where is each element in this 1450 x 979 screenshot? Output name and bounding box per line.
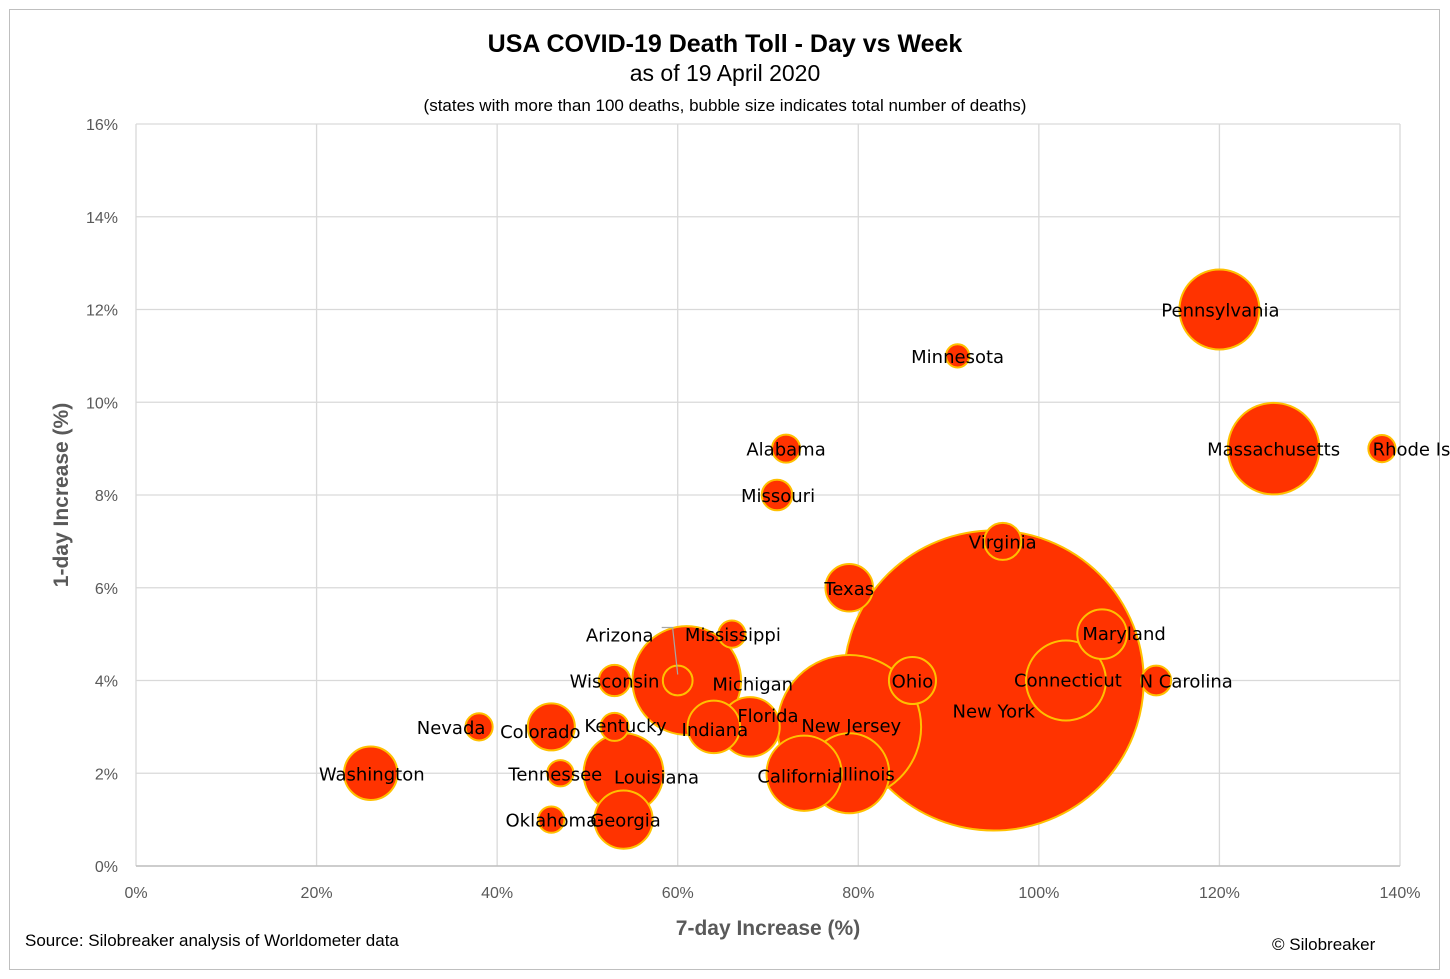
bubbles — [343, 268, 1397, 850]
bubble-rhode-island — [1367, 434, 1397, 464]
bubble-arizona — [661, 664, 694, 697]
label-wisconsin: Wisconsin — [570, 672, 660, 693]
label-michigan: Michigan — [712, 675, 793, 696]
label-illinois: Illinois — [838, 764, 895, 785]
label-louisiana: Louisiana — [614, 767, 699, 788]
x-tick-label: 100% — [1018, 885, 1059, 902]
y-tick-label: 12% — [86, 303, 118, 320]
bubble-tennessee — [546, 759, 575, 788]
label-georgia: Georgia — [590, 811, 661, 832]
bubble-n-carolina — [1140, 664, 1173, 697]
x-tick-label: 60% — [662, 885, 694, 902]
bubble-missouri — [760, 478, 794, 512]
bubble-nevada — [464, 712, 494, 742]
y-tick-label: 2% — [95, 766, 118, 783]
bubble-texas — [824, 562, 875, 613]
bubble-minnesota — [944, 343, 971, 369]
x-tick-label: 140% — [1380, 885, 1421, 902]
label-minnesota: Minnesota — [911, 347, 1004, 368]
x-axis-title: 7-day Increase (%) — [676, 917, 860, 940]
label-washington: Washington — [319, 764, 425, 785]
y-tick-label: 14% — [86, 210, 118, 227]
label-colorado: Colorado — [500, 722, 580, 743]
bubble-pennsylvania — [1178, 268, 1261, 351]
chart-note: (states with more than 100 deaths, bubbl… — [423, 96, 1027, 115]
x-tick-label: 80% — [842, 885, 874, 902]
arizona-leader-line — [661, 626, 679, 675]
y-tick-label: 16% — [86, 117, 118, 134]
bubble-labels: New York New Jersey Michigan Massachusetts P… — [319, 301, 1450, 832]
label-connecticut: Connecticut — [1014, 671, 1122, 692]
y-axis-title: 1-day Increase (%) — [50, 403, 73, 587]
label-virginia: Virginia — [969, 532, 1037, 553]
label-indiana: Indiana — [682, 720, 749, 741]
y-tick-label: 4% — [95, 674, 118, 691]
bubble-alabama — [771, 433, 802, 464]
bubble-colorado — [526, 702, 576, 752]
bubble-massachusetts — [1226, 401, 1321, 496]
label-n-carolina: N Carolina — [1140, 672, 1233, 693]
label-new-jersey: New Jersey — [801, 716, 901, 737]
x-tick-label: 20% — [301, 885, 333, 902]
label-oklahoma: Oklahoma — [506, 811, 598, 832]
chart-frame — [9, 9, 1440, 970]
chart-subtitle: as of 19 April 2020 — [629, 60, 821, 86]
axis-ticks: 0% 20% 40% 60% 80% 100% 120% 140% 0% 2% 4% 6% 8% 10% 1… — [86, 117, 1420, 902]
x-tick-label: 40% — [481, 885, 513, 902]
label-missouri: Missouri — [741, 486, 815, 507]
y-tick-label: 0% — [95, 859, 118, 876]
label-texas: Texas — [823, 579, 874, 600]
y-tick-label: 8% — [95, 488, 118, 505]
bubble-wisconsin — [597, 663, 632, 698]
bubble-oklahoma — [537, 805, 566, 834]
label-rhode-island: Rhode Island — [1373, 440, 1450, 461]
label-nevada: Nevada — [417, 718, 486, 739]
x-tick-label: 0% — [124, 885, 147, 902]
label-kentucky: Kentucky — [584, 716, 667, 737]
y-tick-label: 10% — [86, 395, 118, 412]
source-note: Source: Silobreaker analysis of Worldome… — [25, 931, 399, 950]
bubble-washington — [343, 745, 399, 801]
label-ohio: Ohio — [892, 672, 934, 693]
label-maryland: Maryland — [1082, 624, 1165, 645]
bubble-connecticut — [1024, 639, 1107, 722]
x-tick-label: 120% — [1199, 885, 1240, 902]
bubble-indiana — [686, 699, 742, 755]
label-california: California — [757, 766, 842, 787]
label-florida: Florida — [737, 706, 798, 727]
bubble-kentucky — [599, 711, 630, 742]
bubble-california — [765, 734, 843, 812]
bubble-ohio — [887, 655, 937, 706]
bubble-georgia — [593, 789, 654, 850]
y-tick-label: 6% — [95, 581, 118, 598]
label-alabama: Alabama — [746, 440, 825, 461]
chart-title: USA COVID-19 Death Toll - Day vs Week — [487, 30, 963, 58]
copyright-note: © Silobreaker — [1272, 935, 1376, 954]
label-arizona: Arizona — [586, 626, 654, 647]
label-tennessee: Tennessee — [507, 764, 602, 785]
label-mississippi: Mississippi — [685, 625, 781, 646]
label-massachusetts: Massachusetts — [1207, 440, 1340, 461]
bubble-maryland — [1076, 608, 1128, 660]
bubble-mississippi — [717, 619, 747, 649]
label-pennsylvania: Pennsylvania — [1161, 301, 1279, 322]
bubble-virginia — [983, 521, 1023, 561]
label-new-york: New York — [952, 702, 1035, 723]
